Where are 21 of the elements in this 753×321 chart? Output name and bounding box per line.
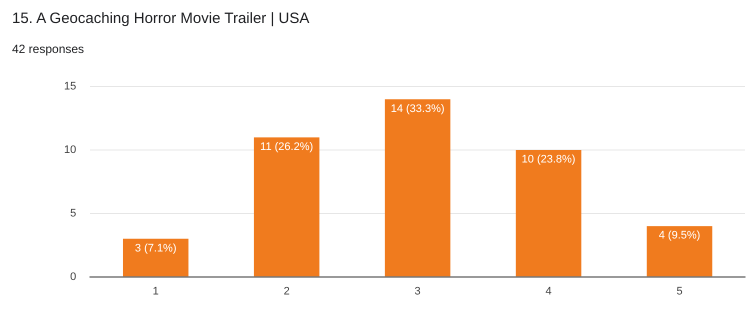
- x-tick-label: 2: [284, 285, 290, 298]
- x-tick-label: 5: [676, 285, 683, 298]
- x-tick-label: 4: [546, 285, 552, 298]
- data-label: 3 (7.1%): [134, 242, 176, 254]
- y-tick-label: 10: [64, 144, 76, 156]
- y-tick-label: 5: [70, 207, 76, 220]
- y-tick-label: 15: [64, 80, 76, 93]
- chart-subtitle: 42 responses: [12, 42, 84, 56]
- x-tick-label: 3: [414, 285, 421, 298]
- bar: [122, 238, 188, 276]
- chart-title: 15. A Geocaching Horror Movie Trailer | USA: [12, 10, 310, 27]
- y-tick-label: 0: [70, 270, 76, 283]
- data-label: 11 (26.2%): [260, 140, 314, 153]
- data-label: 14 (33.3%): [390, 102, 445, 115]
- data-label: 4 (9.5%): [658, 230, 700, 242]
- bar: [254, 137, 320, 276]
- bar: [384, 99, 450, 276]
- x-tick-label: 1: [152, 285, 159, 298]
- bar: [516, 150, 582, 276]
- bar: [646, 226, 712, 276]
- data-label: 10 (23.8%): [522, 154, 576, 166]
